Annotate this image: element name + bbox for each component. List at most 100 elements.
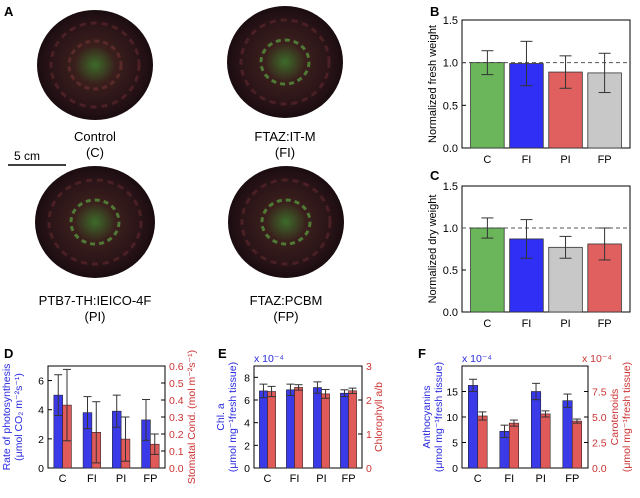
- chart-b-xtick-label: FI: [522, 154, 532, 166]
- chart-f-left-ylabel: Anthocyanins: [421, 385, 433, 448]
- chart-e-left-bar-fp: [340, 392, 349, 469]
- chart-f-right-ylabel: Carotenoids: [609, 389, 621, 446]
- chart-c-bar-c: [470, 227, 505, 313]
- chart-d-right-ytick-label: 0.6: [169, 361, 184, 373]
- caption-pi-name: PTB7-TH:IEICO-4F: [39, 293, 152, 308]
- chart-d-right-ytick-label: 0.5: [169, 378, 184, 390]
- chart-c-ytick-label: 0.5: [443, 265, 458, 277]
- panel-letter-a: A: [4, 4, 14, 19]
- chart-f-right-bar-fp: [571, 420, 582, 469]
- chart-f-left-ytick-label: 0: [452, 463, 458, 475]
- chart-e-right-bar-fp: [348, 390, 357, 469]
- chart-e-left-ytick-label: 0: [244, 463, 250, 475]
- chart-d-right-ytick-label: 0.2: [169, 429, 184, 441]
- chart-b-ytick-label: 0.5: [443, 100, 458, 112]
- chart-e-xtick-label: PI: [316, 473, 326, 485]
- chart-c-ytick-label: 1.0: [443, 223, 458, 235]
- chart-f-right-ytick-label: 0.0: [592, 463, 607, 475]
- chart-e-left-bar-c: [259, 390, 268, 469]
- chart-f-left-ylabel: (μmol mg⁻¹fresh tissue): [433, 362, 445, 472]
- chart-d-xtick-label: FP: [143, 473, 157, 485]
- chart-f-right-ylabel: (μmol mg⁻¹fresh tissue): [621, 362, 633, 472]
- chart-f-left-multiplier: x 10⁻⁴: [462, 353, 492, 365]
- chart-d-left-ylabel: Rate of photosynthesis: [1, 364, 13, 471]
- chart-d-xtick-label: C: [59, 473, 67, 485]
- chart-e-left-ytick-label: 6: [244, 395, 250, 407]
- chart-c-xtick-label: FP: [598, 318, 612, 330]
- chart-d-right-ytick-label: 0.0: [169, 463, 184, 475]
- lettuce-photo-fp: [228, 166, 344, 278]
- chart-e-left-ytick-label: 2: [244, 440, 250, 452]
- chart-f-left-ytick-label: 5: [452, 438, 458, 450]
- chart-e-left-bar-fi: [286, 389, 295, 469]
- chart-c-ylabel: Normalized dry weight: [427, 195, 439, 304]
- caption-fi-name: FTAZ:IT-M: [254, 129, 315, 144]
- chart-d-right-ytick-label: 0.3: [169, 412, 184, 424]
- chart-f-xtick-label: FI: [504, 473, 514, 485]
- chart-c-ytick-label: 1.5: [443, 181, 458, 193]
- chart-e-right-bar-fi: [294, 387, 303, 469]
- chart-d-xtick-label: FI: [87, 473, 97, 485]
- chart-e-left-bar-pi: [313, 387, 322, 469]
- panel-letter-f: F: [418, 346, 426, 361]
- chart-f-right-multiplier: x 10⁻⁴: [582, 353, 612, 365]
- chart-c-ytick-label: 0.0: [443, 307, 458, 319]
- chart-b-bar-c: [470, 62, 505, 149]
- chart-b-xtick-label: FP: [598, 154, 612, 166]
- chart-d-left-ytick-label: 4: [38, 405, 44, 417]
- chart-b-ytick-label: 1.0: [443, 58, 458, 70]
- chart-e-xtick-label: C: [264, 473, 272, 485]
- chart-e-right-ylabel: Chlorophyll a/b: [373, 382, 385, 452]
- chart-f-left-bar-c: [467, 385, 479, 469]
- chart-b-xtick-label: PI: [560, 154, 570, 166]
- chart-e-left-ylabel: (μmol mg⁻¹fresh tissue): [227, 362, 239, 472]
- chart-b-xtick-label: C: [483, 154, 491, 166]
- chart-c-frame: [461, 185, 631, 313]
- chart-f-right-ytick-label: 5.0: [592, 412, 607, 424]
- chart-e-right-ytick-label: 3: [366, 361, 372, 373]
- chart-e-left-multiplier: x 10⁻⁴: [254, 353, 284, 365]
- chart-b-ytick-label: 0.0: [443, 143, 458, 155]
- panel-letter-c: C: [430, 168, 440, 183]
- chart-f-right-ytick-label: 2.5: [592, 438, 607, 450]
- caption-fp-abbr: (FP): [273, 309, 298, 324]
- chart-f-left-bar-fp: [562, 400, 573, 469]
- panel-letter-e: E: [218, 346, 227, 361]
- chart-f-right-bar-fi: [508, 422, 519, 469]
- chart-f-right-bar-pi: [540, 413, 551, 469]
- chart-e-right-ytick-label: 1: [366, 429, 372, 441]
- lettuce-photo-fi: [227, 6, 343, 118]
- lettuce-photo-control: [37, 10, 153, 120]
- scale-bar-label: 5 cm: [14, 149, 40, 163]
- chart-f-right-bar-c: [477, 415, 488, 469]
- caption-fp-name: FTAZ:PCBM: [250, 293, 323, 308]
- caption-control-name: Control: [74, 129, 116, 144]
- chart-e-left-ytick-label: 4: [244, 418, 250, 430]
- chart-f-xtick-label: FP: [565, 473, 579, 485]
- chart-d-right-ylabel: Stomatal Cond. (mol m⁻²s⁻¹): [186, 350, 198, 484]
- chart-d-left-ytick-label: 0: [38, 463, 44, 475]
- chart-f-left-ytick-label: 10: [446, 412, 458, 424]
- chart-c-xtick-label: C: [483, 318, 491, 330]
- chart-c-xtick-label: PI: [560, 318, 570, 330]
- chart-f-right-ytick-label: 7.5: [592, 387, 607, 399]
- panel-letter-b: B: [430, 4, 439, 19]
- chart-d-left-ylabel: (μmol CO₂ m⁻²s⁻¹): [13, 373, 25, 461]
- chart-d-left-ytick-label: 6: [38, 376, 44, 388]
- chart-e-right-bar-pi: [321, 393, 330, 469]
- chart-d-right-ytick-label: 0.1: [169, 446, 184, 458]
- chart-b-frame: [461, 19, 631, 149]
- chart-f-left-bar-pi: [530, 391, 542, 469]
- lettuce-photo-pi: [35, 166, 155, 278]
- chart-d-left-ytick-label: 2: [38, 434, 44, 446]
- chart-f-xtick-label: C: [474, 473, 482, 485]
- chart-e-xtick-label: FP: [341, 473, 355, 485]
- caption-control-abbr: (C): [86, 145, 104, 160]
- chart-e-right-ytick-label: 0: [366, 463, 372, 475]
- panel-letter-d: D: [4, 346, 13, 361]
- chart-f-left-ytick-label: 15: [446, 387, 458, 399]
- chart-e-xtick-label: FI: [290, 473, 300, 485]
- chart-c-xtick-label: FI: [522, 318, 532, 330]
